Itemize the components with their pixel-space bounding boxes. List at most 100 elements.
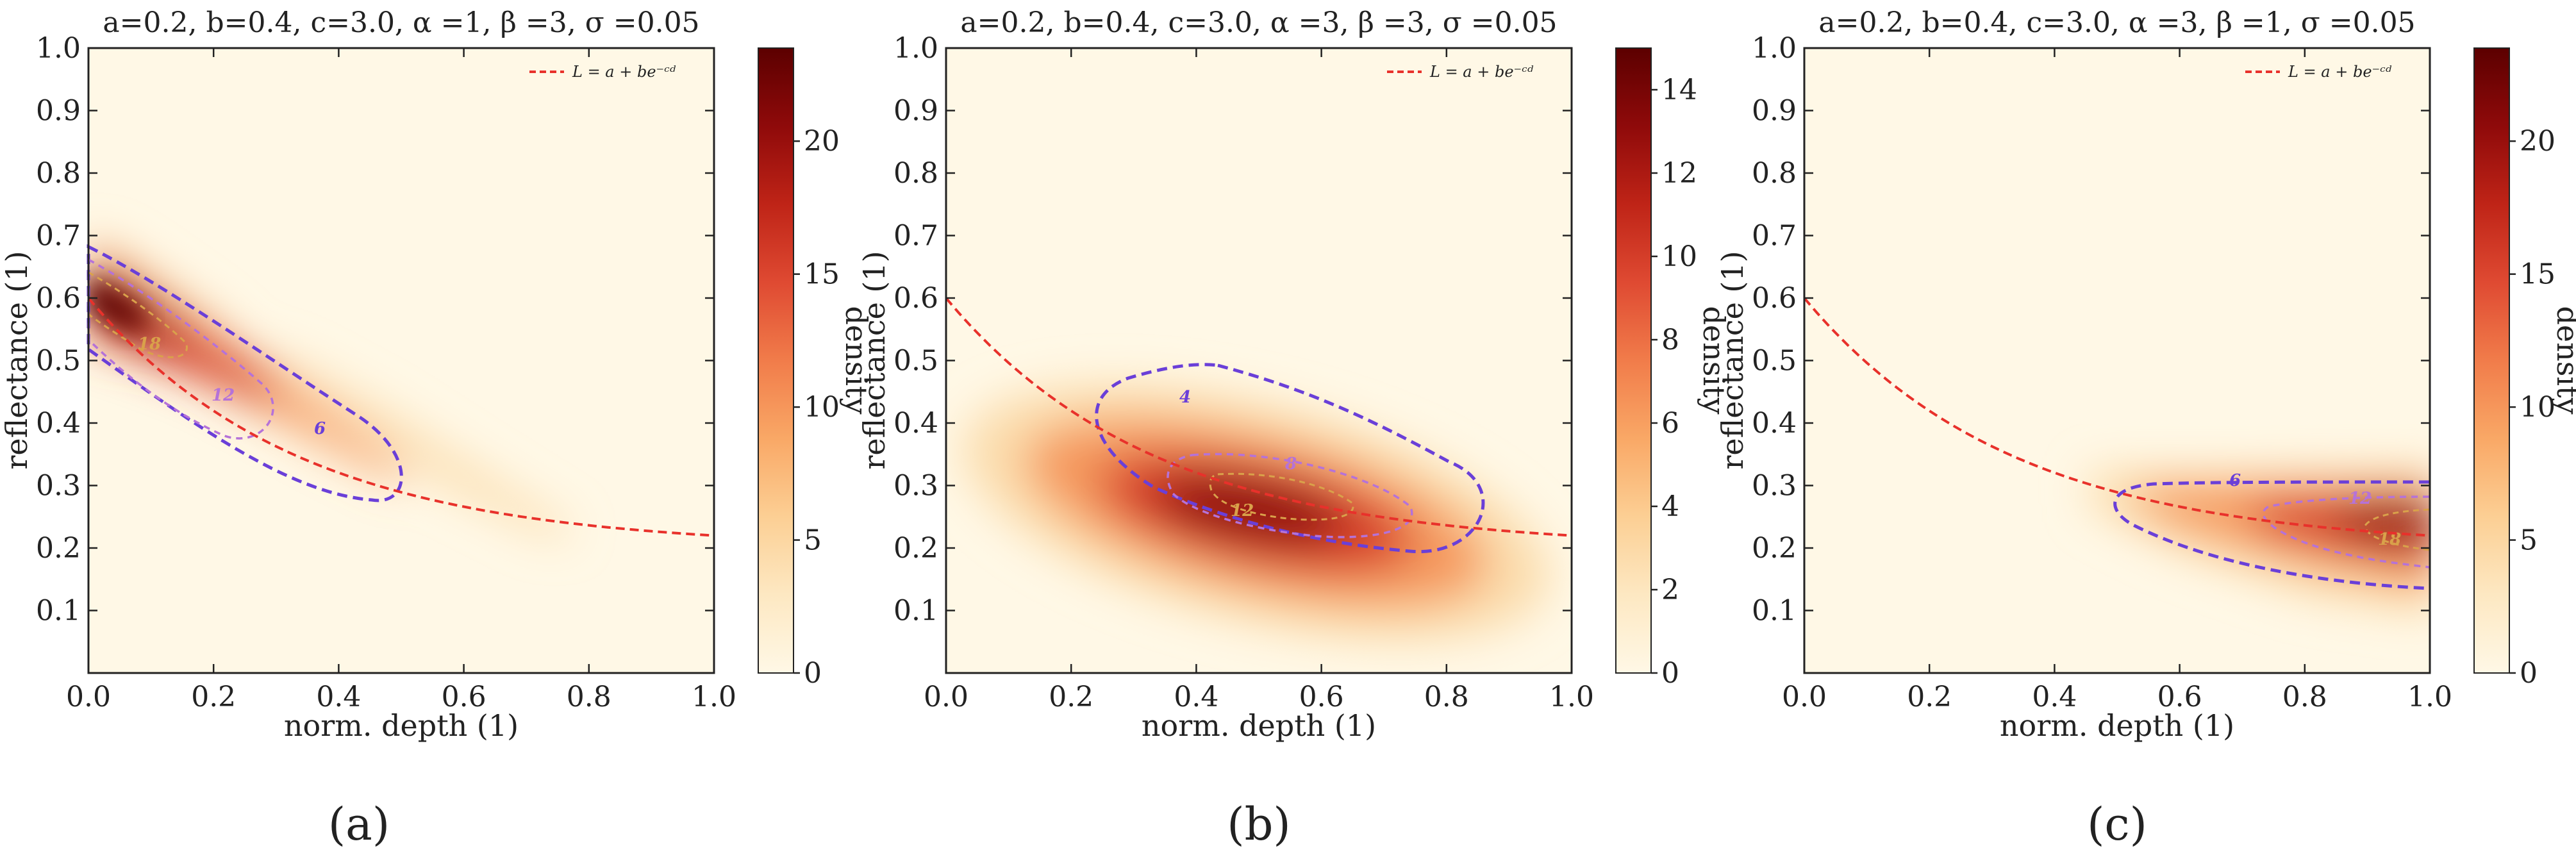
y-tick-label: 0.8 (1752, 157, 1797, 190)
x-tick-label: 0.0 (66, 681, 111, 713)
panel-b-model-curve (945, 297, 1572, 537)
y-tick-label: 0.5 (893, 345, 938, 378)
panel-b-title: a=0.2, b=0.4, c=3.0, α =3, β =3, σ =0.05 (960, 6, 1557, 39)
x-tick-label: 1.0 (2407, 681, 2452, 713)
panel-b-letter: (b) (1227, 798, 1290, 851)
panel-c-legend-label: L = a + be⁻ᶜᵈ (2288, 63, 2392, 81)
y-tick-label: 0.4 (1752, 407, 1797, 440)
colorbar-tick-label: 8 (1661, 324, 1679, 356)
colorbar-tick-label: 5 (804, 524, 822, 557)
y-tick-label: 0.3 (1752, 470, 1797, 503)
panel-b-colorbar-label: density (1697, 306, 1731, 414)
colorbar-tick-label: 20 (2520, 125, 2555, 158)
y-tick-label: 0.7 (893, 220, 938, 253)
colorbar-tick-label: 20 (804, 125, 840, 158)
colorbar-tick-label: 2 (1661, 574, 1679, 606)
colorbar-tick-label: 5 (2520, 524, 2538, 557)
y-tick-label: 0.5 (1752, 345, 1797, 378)
panel-c-contour-6 (2113, 480, 2430, 590)
panel-c-title: a=0.2, b=0.4, c=3.0, α =3, β =1, σ =0.05 (1818, 6, 2415, 39)
panel-c-y-label: reflectance (1) (1715, 251, 1750, 469)
y-tick-label: 0.1 (36, 595, 81, 627)
x-tick-label: 0.0 (1782, 681, 1827, 713)
panel-b-y-ticks: 0.1 0.2 0.3 0.4 0.5 0.6 0.7 0.8 0.9 1.0 (893, 32, 1572, 627)
panel-a-contour-18 (87, 270, 188, 358)
panel-c-density (2090, 468, 2430, 615)
panel-a-title: a=0.2, b=0.4, c=3.0, α =1, β =3, σ =0.05 (103, 6, 699, 39)
panel-c-colorbar-ticks: 0 5 10 15 20 (2509, 125, 2555, 690)
panel-a-contour-12 (87, 258, 274, 440)
y-tick-label: 0.6 (1752, 282, 1797, 315)
x-tick-label: 0.4 (316, 681, 361, 713)
colorbar-tick-label: 10 (804, 391, 840, 424)
colorbar-tick-label: 6 (1661, 407, 1679, 440)
panel-b-x-label: norm. depth (1) (1142, 708, 1376, 743)
panel-a-y-label: reflectance (1) (0, 251, 34, 469)
panel-a-legend-label: L = a + be⁻ᶜᵈ (572, 63, 676, 81)
panel-a-colorbar (758, 47, 794, 674)
panel-a-contour-label-6: 6 (314, 419, 326, 438)
colorbar-tick-label: 10 (1661, 240, 1697, 273)
x-tick-label: 0.2 (191, 681, 236, 713)
panel-b-colorbar (1615, 47, 1652, 674)
panel-c: a=0.2, b=0.4, c=3.0, α =3, β =1, σ =0.05… (1715, 6, 2576, 851)
panel-c-y-ticks: 0.1 0.2 0.3 0.4 0.5 0.6 0.7 0.8 0.9 1.0 (1752, 32, 2430, 627)
panel-c-contour-12 (2262, 495, 2430, 569)
colorbar-tick-label: 0 (1661, 657, 1679, 690)
panel-a-y-ticks: 0.1 0.2 0.3 0.4 0.5 0.6 0.7 0.8 0.9 1.0 (36, 32, 714, 627)
panel-b-y-label: reflectance (1) (857, 251, 892, 469)
panel-b-colorbar-ticks: 0 2 4 6 8 10 12 14 (1651, 74, 1697, 690)
panel-a-contour-label-18: 18 (138, 335, 161, 354)
panel-b-legend-label: L = a + be⁻ᶜᵈ (1429, 63, 1534, 81)
colorbar-tick-label: 10 (2520, 391, 2555, 424)
colorbar-tick-label: 12 (1661, 157, 1697, 190)
x-tick-label: 0.8 (2282, 681, 2327, 713)
y-tick-label: 0.8 (36, 157, 81, 190)
y-tick-label: 0.7 (1752, 220, 1797, 253)
y-tick-label: 0.4 (36, 407, 81, 440)
y-tick-label: 0.2 (36, 532, 81, 565)
panel-c-letter: (c) (2087, 798, 2147, 851)
panel-a-x-ticks: 0.0 0.2 0.4 0.6 0.8 1.0 (66, 48, 736, 713)
panel-a-contour-6 (87, 244, 403, 503)
y-tick-label: 1.0 (1752, 32, 1797, 65)
panel-c-contour-label-12: 12 (2348, 489, 2372, 508)
y-tick-label: 0.9 (1752, 95, 1797, 128)
y-tick-label: 0.6 (893, 282, 938, 315)
y-tick-label: 0.8 (893, 157, 938, 190)
y-tick-label: 1.0 (893, 32, 938, 65)
panel-a: a=0.2, b=0.4, c=3.0, α =1, β =3, σ =0.05… (0, 6, 874, 851)
x-tick-label: 0.4 (1174, 681, 1218, 713)
panel-a-density (88, 236, 577, 538)
panel-a-colorbar-ticks: 0 5 10 15 20 (794, 125, 840, 690)
y-tick-label: 0.9 (36, 95, 81, 128)
panel-c-model-curve (1803, 297, 2431, 537)
x-tick-label: 1.0 (1549, 681, 1594, 713)
y-tick-label: 0.1 (1752, 595, 1797, 627)
y-tick-label: 0.9 (893, 95, 938, 128)
colorbar-tick-label: 4 (1661, 490, 1679, 523)
x-tick-label: 0.6 (1299, 681, 1344, 713)
x-tick-label: 0.6 (442, 681, 486, 713)
colorbar-tick-label: 0 (2520, 657, 2538, 690)
panel-b-contour-8 (1167, 453, 1413, 538)
x-tick-label: 0.0 (924, 681, 968, 713)
panel-b-contour-12 (1209, 472, 1354, 521)
panel-c-colorbar-label: density (2550, 306, 2576, 414)
colorbar-tick-label: 15 (804, 258, 840, 291)
y-tick-label: 0.2 (1752, 532, 1797, 565)
y-tick-label: 0.7 (36, 220, 81, 253)
panel-a-model-curve (87, 297, 715, 537)
panel-a-x-label: norm. depth (1) (284, 708, 519, 743)
y-tick-label: 0.6 (36, 282, 81, 315)
x-tick-label: 0.4 (2032, 681, 2077, 713)
panel-c-contour-label-6: 6 (2229, 471, 2241, 490)
panel-b-contour-4 (1095, 363, 1485, 554)
panel-a-contour-label-12: 12 (212, 386, 235, 405)
panel-a-colorbar-label: density (839, 306, 874, 414)
x-tick-label: 0.2 (1049, 681, 1093, 713)
x-tick-label: 0.2 (1907, 681, 1952, 713)
panel-b: a=0.2, b=0.4, c=3.0, α =3, β =3, σ =0.05… (857, 6, 1731, 851)
panel-b-contour-label-4: 4 (1179, 388, 1191, 407)
